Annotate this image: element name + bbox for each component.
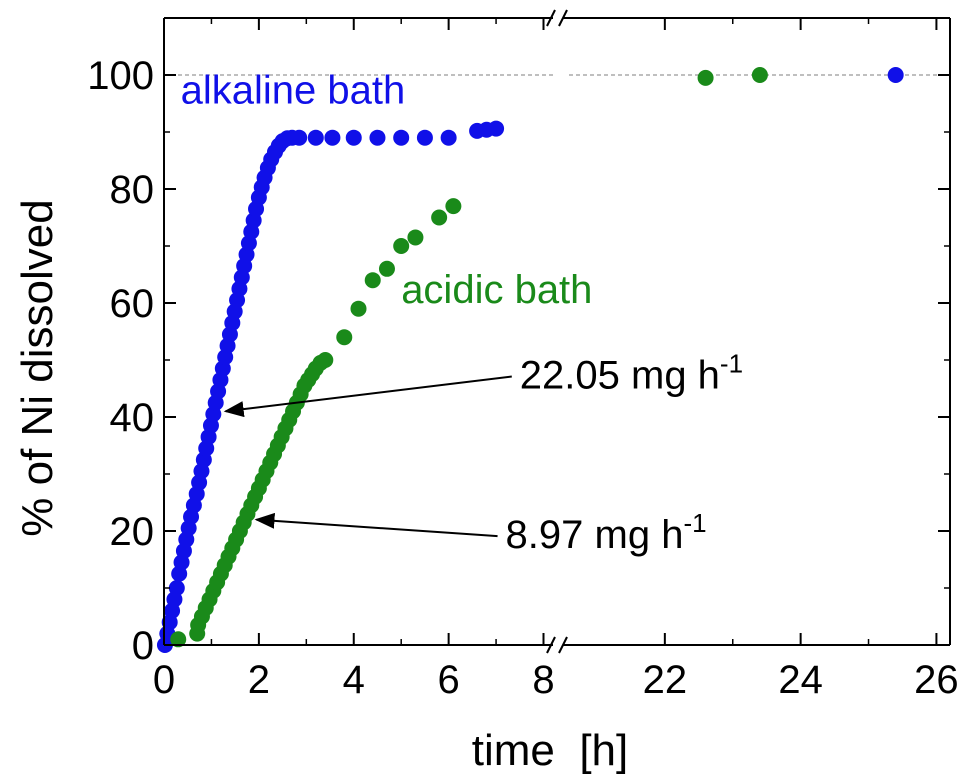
data-point-alkaline (369, 129, 386, 146)
data-point-alkaline (307, 129, 324, 146)
y-tick-label: 80 (110, 168, 155, 212)
annotation-label-2: 22.05 mg h-1 (520, 349, 743, 398)
plot-frame (163, 9, 951, 654)
data-point-acidic (317, 352, 334, 368)
x-tick-label: 24 (778, 658, 823, 702)
data-point-acidic (336, 329, 353, 346)
data-point-acidic (393, 238, 410, 254)
annotation-label-3: 8.97 mg h-1 (506, 508, 707, 557)
y-tick-label: 40 (110, 396, 155, 440)
annotation-label-1: acidic bath (401, 268, 592, 312)
chart-marks (156, 67, 950, 653)
axis-break-mark (546, 9, 556, 27)
x-axis-label: time [h] (472, 726, 629, 775)
data-point-alkaline (887, 67, 904, 83)
data-point-alkaline (440, 129, 457, 146)
data-point-acidic (378, 260, 395, 277)
annotation-label-0: alkaline bath (181, 69, 406, 113)
data-point-acidic (170, 631, 187, 648)
data-point-alkaline (345, 129, 362, 146)
y-tick-label: 60 (110, 282, 155, 326)
x-tick-label: 22 (643, 658, 688, 702)
data-point-acidic (364, 272, 381, 289)
y-tick-label: 100 (87, 54, 154, 98)
axis-break-mark (558, 636, 568, 654)
y-tick-label: 0 (132, 624, 154, 668)
annotation-arrow (254, 512, 498, 538)
data-point-acidic (407, 229, 424, 246)
x-tick-label: 4 (343, 658, 365, 702)
data-point-alkaline (291, 129, 308, 146)
data-point-acidic (697, 69, 714, 86)
annotation-arrow (223, 375, 512, 418)
annotations: alkaline bath acidic bath 22.05 mg h-1 8.97… (181, 69, 743, 558)
data-point-acidic (445, 198, 462, 215)
y-tick-label: 20 (110, 510, 155, 554)
x-tick-label: 26 (914, 658, 959, 702)
x-tick-label: 6 (438, 658, 460, 702)
data-point-acidic (431, 209, 448, 226)
x-tick-label: 8 (532, 658, 554, 702)
axis-break-mark (558, 9, 568, 27)
data-point-alkaline (416, 129, 433, 146)
x-tick-label: 0 (153, 658, 175, 702)
data-point-alkaline (168, 580, 185, 596)
x-tick-label: 2 (248, 658, 270, 702)
y-axis-label: % of Ni dissolved (13, 199, 62, 536)
axis-break-mark (546, 636, 556, 654)
data-point-alkaline (488, 120, 505, 137)
data-point-acidic (350, 300, 367, 317)
data-point-alkaline (324, 129, 341, 146)
data-point-acidic (751, 67, 768, 83)
data-point-alkaline (393, 129, 410, 146)
